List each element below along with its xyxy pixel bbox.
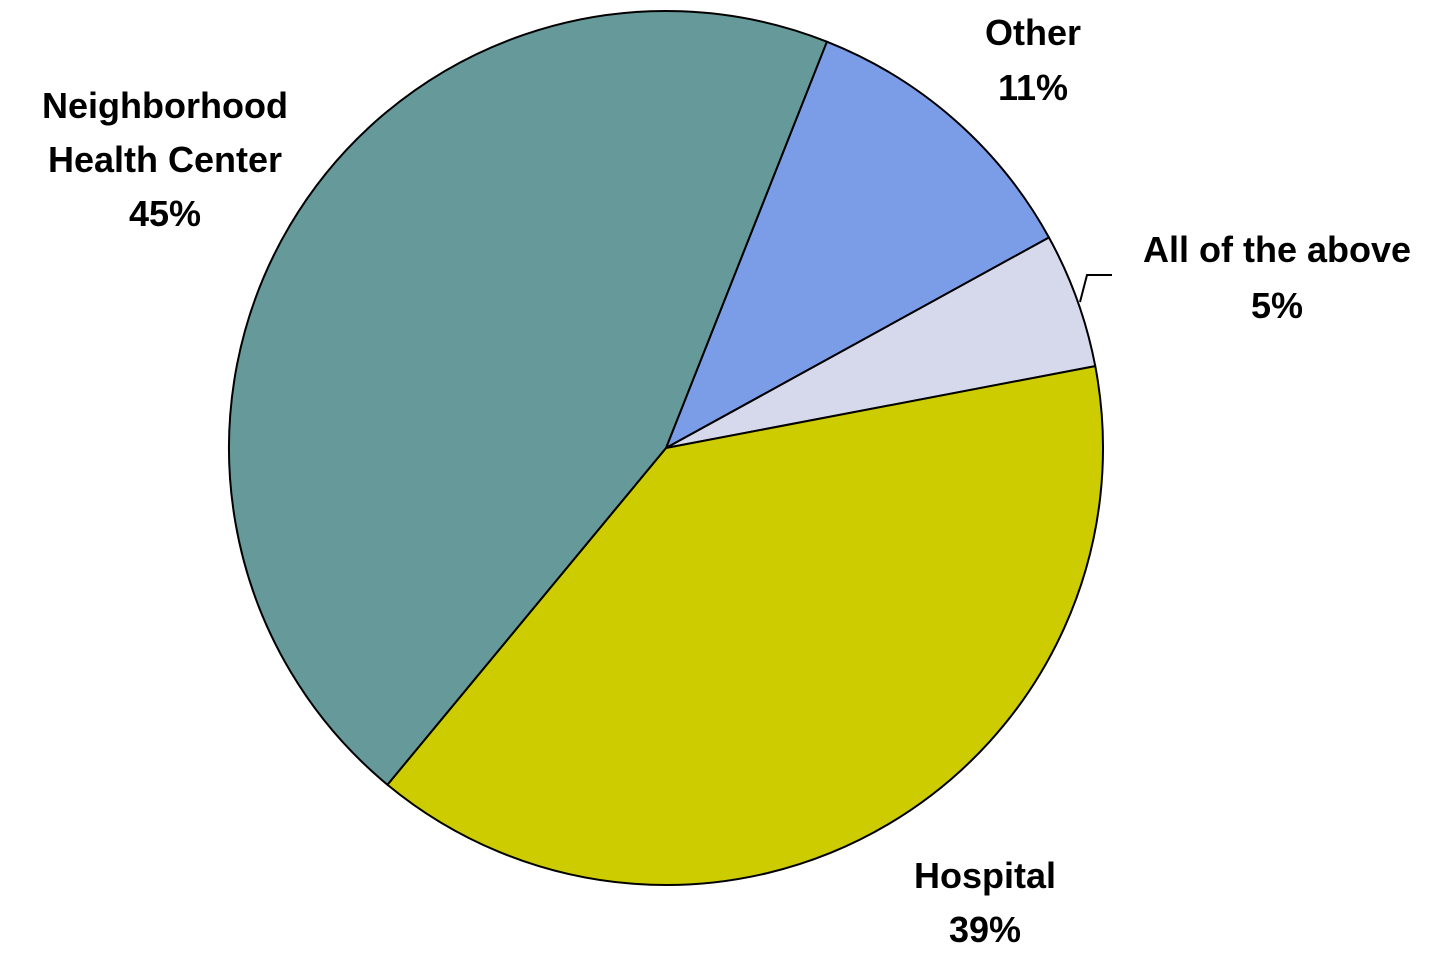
slice-value-label: 45% [128, 193, 202, 234]
slice-value-label: 39% [948, 909, 1022, 950]
pie-slice [228, 10, 828, 786]
slice-label: All of the above [1142, 229, 1412, 270]
slice-value-label: 11% [997, 67, 1069, 108]
pie-slice [386, 365, 1104, 886]
slice-label: Other [984, 12, 1082, 53]
slice-label: Neighborhood Health Center [42, 85, 288, 180]
slice-value-label: 5% [1250, 285, 1304, 326]
leader-line [1079, 274, 1112, 303]
slice-label: Hospital [913, 855, 1057, 896]
pie-slice [665, 40, 1050, 449]
